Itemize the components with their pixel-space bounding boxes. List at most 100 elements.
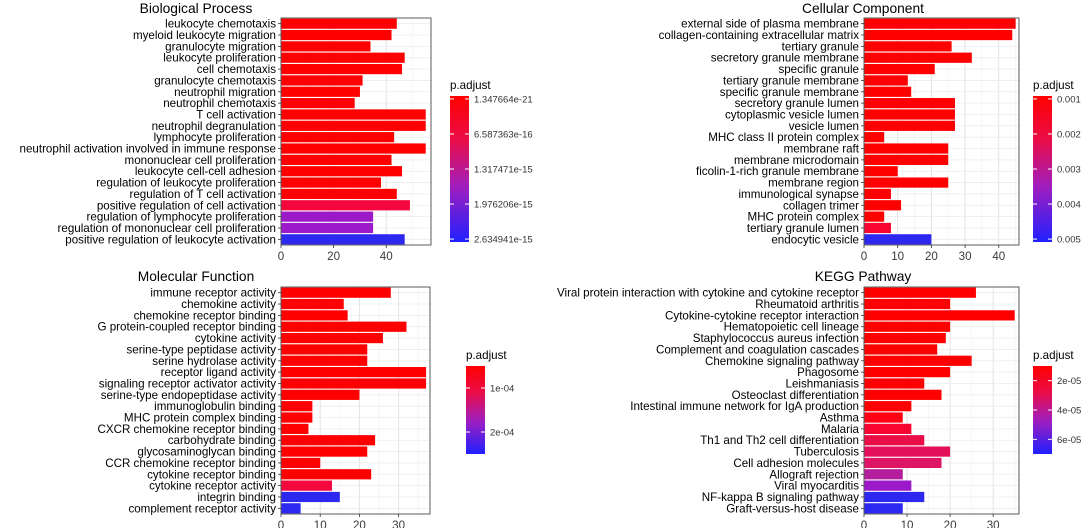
- category-label: integrin binding: [197, 491, 276, 504]
- legend-colorbar: [1033, 366, 1052, 454]
- bar: [281, 132, 395, 143]
- category-label: MHC protein complex binding: [124, 412, 276, 425]
- panel-3: KEGG Pathway Viral protein interaction wi…: [557, 269, 1081, 528]
- x-tick-label: 10: [314, 519, 327, 528]
- category-label: chemokine activity: [181, 298, 276, 311]
- bar: [864, 200, 902, 211]
- category-label: Malaria: [821, 423, 860, 436]
- category-label: membrane microdomain: [734, 154, 859, 167]
- category-label: Staphylococcus aureus infection: [693, 332, 859, 345]
- category-label: MHC protein complex: [748, 211, 860, 224]
- category-label: Asthma: [820, 412, 860, 425]
- bar: [864, 234, 932, 245]
- legend-label: 0.005: [1057, 235, 1081, 246]
- bar: [281, 378, 427, 389]
- bar: [281, 63, 403, 75]
- category-label: Rheumatoid arthritis: [755, 298, 859, 311]
- bar: [281, 41, 371, 52]
- panel-2: Molecular Function immune receptor activi…: [97, 269, 514, 528]
- bar: [864, 29, 1013, 41]
- legend-colorbar: [466, 366, 485, 454]
- bar: [864, 63, 935, 75]
- bar: [864, 166, 898, 177]
- bar: [281, 355, 368, 366]
- legend-label: 1e-04: [490, 384, 514, 395]
- legend-label: 4e-05: [1057, 406, 1081, 417]
- category-label: collagen trimer: [783, 199, 859, 212]
- legend-title: p.adjust: [466, 349, 507, 362]
- bar: [281, 29, 392, 41]
- category-label: specific granule: [778, 63, 859, 76]
- legend-label: 0.004: [1057, 200, 1081, 211]
- legend-label: 2.634941e-15: [474, 235, 533, 246]
- x-tick-label: 0: [861, 250, 867, 263]
- legend-label: 6.587363e-16: [474, 129, 533, 140]
- panel-0: Biological Process leukocyte chemotaxismy…: [20, 1, 533, 263]
- category-label: complement receptor activity: [128, 502, 276, 515]
- category-label: Intestinal immune network for IgA produc…: [630, 400, 859, 413]
- bar: [281, 401, 313, 412]
- x-tick-label: 40: [380, 250, 393, 263]
- panel-background: [281, 18, 431, 245]
- category-label: Cytokine-cytokine receptor interaction: [665, 309, 859, 322]
- category-label: signaling receptor activator activity: [99, 377, 276, 390]
- legend-label: 6e-05: [1057, 435, 1081, 446]
- bar: [864, 287, 976, 298]
- category-label: regulation of T cell activation: [129, 188, 276, 201]
- category-label: cytoplasmic vesicle lumen: [725, 108, 859, 121]
- legend-label: 2e-05: [1057, 376, 1081, 387]
- category-label: myeloid leukocyte migration: [133, 29, 276, 42]
- category-label: vesicle lumen: [789, 120, 859, 133]
- category-label: serine hydrolase activity: [152, 355, 276, 368]
- bar: [864, 75, 908, 86]
- category-label: mononuclear cell proliferation: [125, 154, 276, 167]
- bar: [281, 480, 332, 491]
- category-label: neutrophil chemotaxis: [163, 97, 276, 110]
- category-label: Phagosome: [797, 366, 859, 379]
- legend-label: 1.347664e-21: [474, 94, 533, 105]
- category-label: Viral myocarditis: [774, 480, 859, 493]
- category-label: immunoglobulin binding: [154, 400, 276, 413]
- bar: [281, 234, 405, 245]
- legend-colorbar: [450, 96, 469, 242]
- bar: [864, 491, 925, 503]
- legend-title: p.adjust: [1033, 349, 1074, 362]
- category-label: T cell activation: [196, 108, 276, 121]
- category-label: CXCR chemokine receptor binding: [97, 423, 276, 436]
- panel-border: [863, 286, 1020, 515]
- category-label: immunological synapse: [738, 188, 859, 201]
- bar: [864, 211, 885, 222]
- category-label: Leishmaniasis: [786, 377, 860, 390]
- bar: [864, 480, 912, 491]
- bar: [281, 143, 426, 154]
- category-label: regulation of lymphocyte proliferation: [87, 211, 276, 224]
- category-label: Graft-versus-host disease: [726, 502, 859, 515]
- panel-background: [864, 18, 1019, 245]
- bar: [864, 423, 912, 434]
- category-label: cell chemotaxis: [197, 63, 276, 76]
- panel-background: [281, 287, 430, 514]
- bar: [281, 98, 355, 109]
- legend-label: 2e-04: [490, 428, 514, 439]
- category-label: Osteoclast differentiation: [732, 389, 859, 402]
- legend-label: 0.003: [1057, 165, 1081, 176]
- bar: [281, 310, 348, 321]
- category-label: neutrophil activation involved in immune…: [20, 143, 277, 156]
- panel-border: [280, 286, 431, 515]
- bar: [281, 446, 368, 457]
- category-label: Viral protein interaction with cytokine …: [557, 287, 859, 300]
- bar: [864, 52, 972, 63]
- category-label: membrane region: [768, 177, 859, 190]
- panel-title: KEGG Pathway: [815, 269, 912, 284]
- x-tick-label: 0: [861, 519, 867, 528]
- category-label: leukocyte proliferation: [163, 52, 276, 65]
- legend-label: 0.001: [1057, 94, 1081, 105]
- category-label: lymphocyte proliferation: [154, 131, 276, 144]
- category-label: immune receptor activity: [150, 287, 276, 300]
- legend-colorbar: [1033, 96, 1052, 242]
- bar: [864, 188, 891, 200]
- x-tick-label: 0: [278, 519, 284, 528]
- bar: [281, 211, 374, 222]
- bar: [864, 457, 942, 469]
- legend-label: 0.002: [1057, 129, 1081, 140]
